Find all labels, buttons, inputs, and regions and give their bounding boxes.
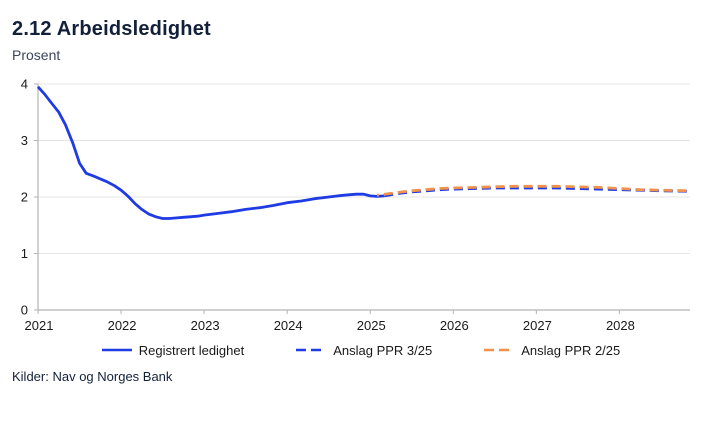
y-tick-label: 2 — [21, 190, 28, 205]
legend-label: Anslag PPR 3/25 — [333, 342, 433, 358]
legend-item-anslag-ppr-2-25: Anslag PPR 2/25 — [484, 343, 620, 358]
legend-item-anslag-ppr-3-25: Anslag PPR 3/25 — [296, 343, 432, 358]
chart-subtitle: Prosent — [12, 47, 61, 63]
x-tick-label: 2024 — [274, 318, 303, 333]
dashed-line-swatch-icon — [296, 348, 327, 352]
source-note: Kilder: Nav og Norges Bank — [12, 369, 173, 384]
legend-label: Registrert ledighet — [138, 342, 245, 358]
x-tick-label: 2026 — [440, 318, 469, 333]
series-line — [36, 85, 385, 220]
x-tick-label: 2028 — [606, 318, 635, 333]
series-line — [376, 184, 689, 197]
y-tick-label: 3 — [21, 133, 28, 148]
solid-line-swatch-icon — [101, 348, 132, 352]
x-tick-label: 2025 — [357, 318, 386, 333]
chart-area: 0 1 2 3 4 2021 2022 2023 2024 2025 2026 2027 2028 — [0, 65, 722, 337]
figure-header: 2.12 Arbeidsledighet Prosent — [0, 0, 722, 63]
y-tick-label: 4 — [21, 77, 28, 92]
chart-title: 2.12 Arbeidsledighet — [12, 18, 211, 40]
legend-label: Anslag PPR 2/25 — [521, 342, 621, 358]
unemployment-line-chart: 0 1 2 3 4 2021 2022 2023 2024 2025 2026 2027 2028 — [21, 77, 690, 333]
chart-legend: Registrert ledighet Anslag PPR 3/25 Ansl… — [0, 339, 722, 361]
y-tick-label: 0 — [21, 303, 28, 318]
x-tick-label: 2021 — [25, 318, 54, 333]
x-tick-label: 2027 — [523, 318, 552, 333]
y-tick-label: 1 — [21, 246, 28, 261]
legend-item-registrert-ledighet: Registrert ledighet — [101, 342, 245, 358]
x-tick-label: 2022 — [108, 318, 137, 333]
dashed-line-swatch-icon — [484, 348, 515, 352]
x-tick-label: 2023 — [191, 318, 220, 333]
